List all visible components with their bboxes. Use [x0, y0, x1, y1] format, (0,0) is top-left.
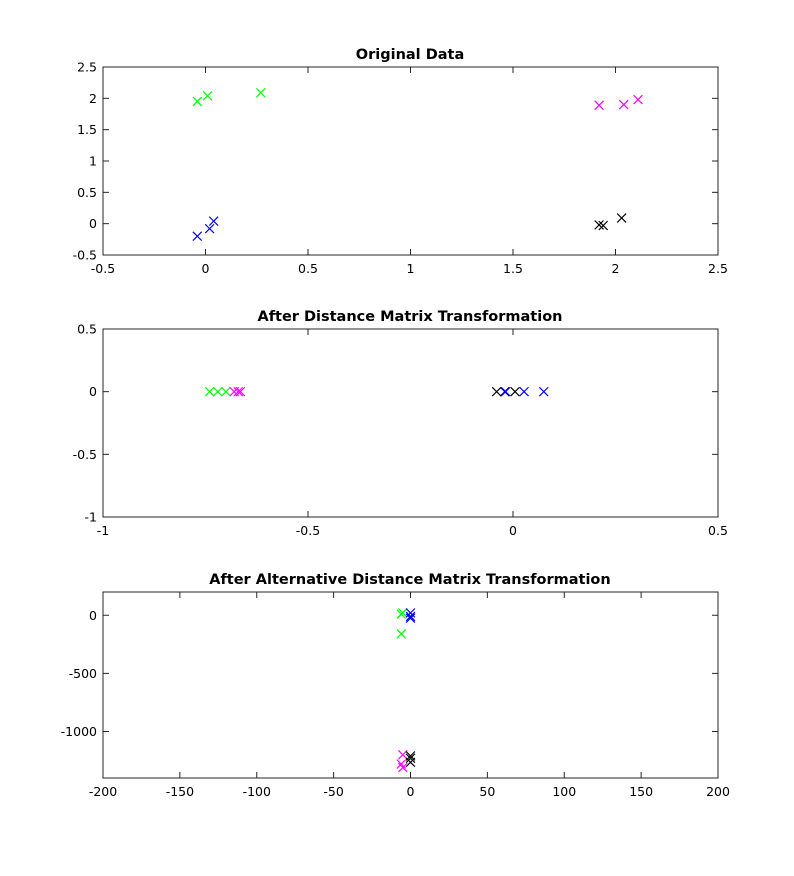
data-point-marker — [405, 613, 416, 624]
data-point-marker — [204, 386, 215, 397]
y-tick-label: 2.5 — [77, 60, 97, 75]
data-point-marker — [204, 223, 215, 234]
data-point-marker — [405, 757, 416, 768]
data-point-marker — [397, 749, 408, 760]
y-tick-label: 0.5 — [77, 322, 97, 337]
y-tick-label: 0 — [89, 608, 97, 623]
data-point-marker — [397, 762, 408, 773]
y-tick-label: -0.5 — [73, 248, 97, 263]
data-point-marker — [510, 386, 520, 397]
y-tick-label: -1000 — [61, 724, 97, 739]
data-point-marker — [397, 608, 408, 618]
data-point-marker — [633, 94, 643, 105]
x-tick-label: 0 — [202, 261, 210, 276]
y-tick-label: 0.5 — [77, 185, 97, 200]
x-tick-label: -0.5 — [296, 523, 320, 538]
x-tick-label: 0.5 — [708, 523, 728, 538]
y-tick-label: -500 — [69, 666, 97, 681]
y-tick-label: 1 — [89, 154, 97, 169]
data-point-marker — [616, 213, 627, 223]
y-tick-label: 2 — [89, 91, 97, 106]
x-tick-label: 50 — [479, 784, 495, 799]
y-tick-label: -0.5 — [73, 447, 97, 462]
subplot-original-data: Original Data -0.5 0 0.5 1 1.5 2 2.5 -0.5 0 0.5 1 1… — [73, 47, 728, 276]
data-point-marker — [500, 386, 511, 397]
x-tick-label: -100 — [243, 784, 271, 799]
data-point-marker — [192, 96, 203, 107]
x-tick-label: 100 — [552, 784, 576, 799]
x-tick-label: 2.5 — [708, 261, 728, 276]
x-tick-label: -0.5 — [91, 261, 115, 276]
x-tick-label: 1.5 — [503, 261, 523, 276]
x-tick-label: 200 — [706, 784, 730, 799]
data-point-marker — [491, 386, 502, 397]
data-point-marker — [192, 231, 203, 242]
data-point-marker — [538, 386, 549, 397]
x-tick-label: 1 — [407, 261, 415, 276]
x-tick-label: 2 — [612, 261, 620, 276]
data-point-marker — [235, 386, 246, 397]
data-point-marker — [208, 216, 219, 227]
data-point-marker — [396, 629, 407, 639]
axes-box — [102, 66, 719, 256]
x-tick-label: -200 — [89, 784, 117, 799]
data-point-marker — [618, 99, 629, 110]
data-point-marker — [221, 386, 231, 397]
data-point-marker — [256, 87, 266, 98]
data-point-marker — [212, 386, 223, 397]
x-tick-label: 150 — [629, 784, 653, 799]
data-point-marker — [594, 100, 604, 111]
x-tick-label: -50 — [323, 784, 343, 799]
x-tick-label: 0 — [407, 784, 415, 799]
data-point-marker — [405, 753, 416, 764]
x-tick-label: -150 — [166, 784, 194, 799]
data-point-marker — [405, 751, 416, 761]
x-tick-label: 0 — [509, 523, 517, 538]
x-tick-label: -1 — [97, 523, 109, 538]
x-tick-label: 0.5 — [298, 261, 318, 276]
data-point-marker — [519, 386, 529, 397]
axes-box — [102, 591, 719, 779]
subplot-alternative-distance-matrix: After Alternative Distance Matrix Transf… — [61, 572, 730, 799]
subplot-distance-matrix: After Distance Matrix Transformation -1-… — [73, 309, 728, 538]
y-tick-label: -1 — [85, 510, 97, 525]
data-point-marker — [405, 611, 416, 622]
y-tick-label: 1.5 — [77, 122, 97, 137]
plot-title: After Distance Matrix Transformation — [257, 309, 562, 325]
y-tick-label: 0 — [89, 384, 97, 399]
data-point-marker — [202, 90, 213, 101]
y-tick-label: 0 — [89, 216, 97, 231]
axes-box — [102, 328, 719, 518]
plot-title: After Alternative Distance Matrix Transf… — [209, 572, 610, 588]
plot-title: Original Data — [356, 47, 464, 63]
data-point-marker — [598, 220, 609, 231]
data-point-marker — [233, 386, 244, 397]
